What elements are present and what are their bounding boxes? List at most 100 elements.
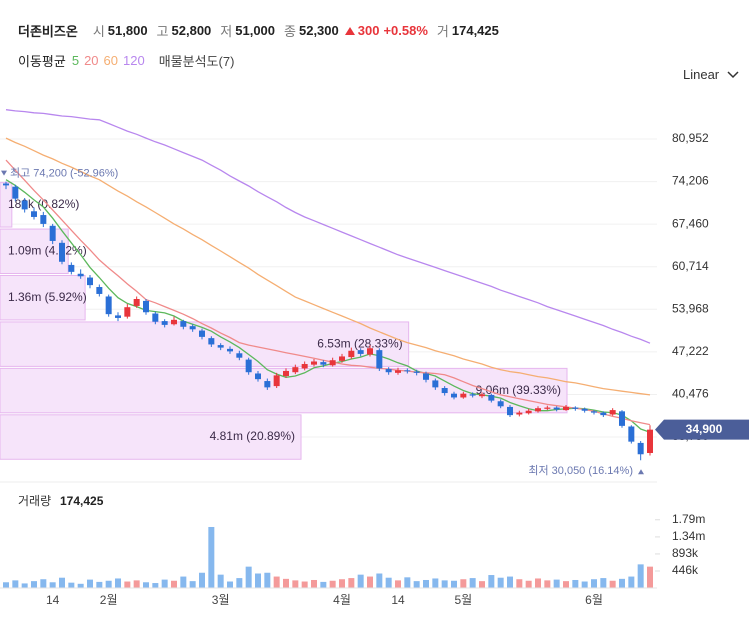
x-tick-label: 3월 <box>212 593 230 607</box>
legend-entry[interactable]: 120 <box>123 53 145 68</box>
volume-bar <box>115 578 121 588</box>
candle-body <box>283 370 289 377</box>
volume-bar <box>600 578 607 588</box>
candle-body <box>59 242 65 262</box>
stock-name: 더존비즈온 <box>18 24 78 39</box>
candle-body <box>21 200 28 210</box>
profile-title[interactable]: 매물분석도(7) <box>158 54 235 69</box>
volume-bar <box>451 580 457 588</box>
candle-body <box>264 381 271 388</box>
quote-header: 더존비즈온 시 51,800 고 52,800 저 51,000 종 52,300 30… <box>18 21 499 40</box>
candle-body <box>105 296 112 315</box>
candle-body <box>292 367 299 373</box>
volume-bar <box>497 577 504 588</box>
volume-tick-label: 1.79m <box>672 512 705 526</box>
volume-current: 174,425 <box>60 494 104 508</box>
volume-bar <box>236 578 243 588</box>
volume-bar <box>152 583 159 588</box>
candle-body <box>357 350 364 354</box>
volume-bar <box>12 580 19 588</box>
candle-body <box>516 412 523 415</box>
candle-body <box>133 299 140 306</box>
volume-title: 거래량 <box>18 494 51 508</box>
candle-body <box>404 370 411 372</box>
field-label: 거 <box>436 24 449 39</box>
candle-body <box>563 406 569 411</box>
change-pct: +0.58% <box>383 23 428 38</box>
candle-body <box>423 373 429 380</box>
volume-bar <box>525 580 532 588</box>
candle-body <box>544 407 551 409</box>
candle-body <box>525 410 532 414</box>
volume-bar <box>647 566 653 588</box>
candle-body <box>647 429 653 454</box>
candle-body <box>49 225 56 241</box>
volume-bar <box>609 580 616 588</box>
volume-bar <box>460 579 467 588</box>
candle-body <box>143 300 149 313</box>
candle-body <box>199 330 205 337</box>
volume-bar <box>423 579 429 588</box>
y-tick-label: 67,460 <box>672 216 709 230</box>
candle-body <box>87 277 93 286</box>
candle-body <box>451 393 457 398</box>
y-tick-label: 80,952 <box>672 131 709 145</box>
volume-profile-bar <box>0 414 302 460</box>
volume-bar <box>320 581 327 588</box>
volume-bar <box>339 579 345 588</box>
volume-bar <box>479 581 485 588</box>
volume-bar <box>553 579 560 588</box>
volume-bar <box>367 576 373 588</box>
candle-body <box>31 211 37 217</box>
volume-bar <box>348 578 355 588</box>
volume-bar <box>40 579 47 588</box>
candle-body <box>348 350 355 358</box>
ma-line <box>5 109 651 344</box>
volume-profile-label: 189k (0.82%) <box>8 197 79 211</box>
low-annotation: 최저 30,050 (16.14%) <box>528 464 633 477</box>
volume-bar <box>581 581 588 588</box>
candle-body <box>339 356 345 361</box>
volume-bar <box>357 574 364 588</box>
volume-bar <box>441 580 448 588</box>
legend-entry[interactable]: 60 <box>103 53 119 68</box>
candle-body <box>236 353 243 358</box>
y-tick-label: 40,476 <box>672 387 709 401</box>
candle-body <box>535 408 541 412</box>
volume-bar <box>395 580 401 588</box>
ma-line <box>5 179 651 433</box>
volume-tick-label: 893k <box>672 546 699 560</box>
high-annotation: 최고 74,200 (-52.96%) <box>10 167 118 180</box>
volume-profile-label: 1.09m (4.72%) <box>8 243 87 257</box>
volume-bar <box>143 582 149 588</box>
volume-bar <box>488 575 495 588</box>
candle-body <box>77 273 84 277</box>
high-marker <box>1 170 7 176</box>
volume-bar <box>563 581 569 588</box>
legend-entry[interactable]: 5 <box>71 53 80 68</box>
volume-bar <box>49 582 56 588</box>
candle-body <box>40 215 47 224</box>
volume-bar <box>469 578 476 588</box>
volume-profile-bar <box>0 228 69 274</box>
volume-bar <box>87 579 93 588</box>
volume-bar <box>161 579 168 588</box>
field-label: 저 <box>220 24 233 39</box>
volume-bar <box>516 579 523 588</box>
candle-body <box>208 338 215 345</box>
volume-bar <box>273 576 280 588</box>
ma-line <box>5 159 651 426</box>
volume-bar <box>404 577 411 588</box>
volume-bar <box>77 583 84 588</box>
legend-entry[interactable]: 20 <box>84 53 99 68</box>
candle-body <box>376 350 383 369</box>
candle-body <box>3 183 9 186</box>
candle-body <box>217 345 224 348</box>
y-tick-label: 60,714 <box>672 259 709 273</box>
low-marker <box>638 469 644 475</box>
candle-body <box>12 186 19 199</box>
candle-body <box>273 375 280 387</box>
volume-bar <box>413 581 420 588</box>
scale-dropdown[interactable]: Linear <box>683 67 741 82</box>
